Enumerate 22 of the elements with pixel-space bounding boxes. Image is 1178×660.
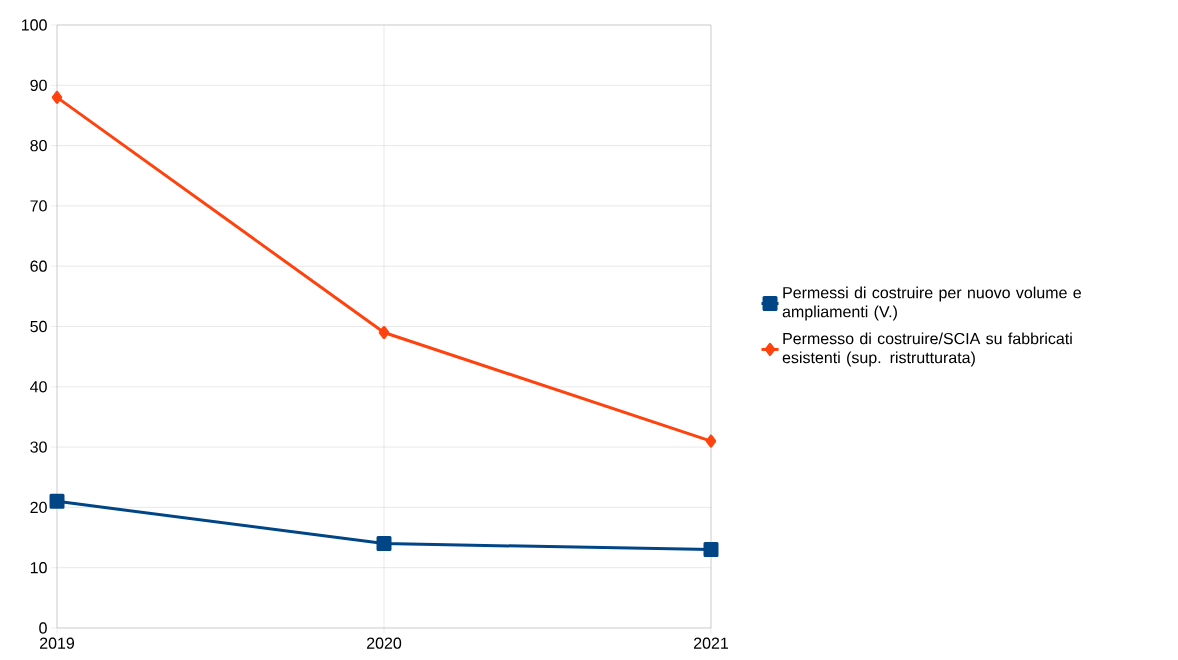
y-tick-label: 80	[30, 139, 47, 152]
point	[51, 90, 63, 104]
point	[49, 493, 65, 509]
y-tick-label: 30	[30, 441, 47, 453]
y-tick-label: 10	[30, 562, 47, 574]
point	[703, 542, 719, 558]
y-tick-label: 90	[30, 79, 47, 91]
legend-label: Permessi di costruire per nuovo volume e ampliamenti (V.)	[782, 286, 1081, 321]
legend-label: Permesso di costruire/SCIA su fabbricati esistenti (sup. ristrutturata)	[782, 332, 1072, 367]
y-tick-label: 50	[30, 320, 47, 333]
point	[376, 536, 392, 552]
x-tick-label: 2021	[694, 637, 728, 649]
y-tick-label: 40	[30, 381, 47, 393]
point	[705, 434, 717, 448]
y-tick-label: 0	[39, 622, 47, 634]
y-tick-label: 100	[22, 19, 47, 31]
point	[378, 326, 390, 340]
y-tick-label: 20	[30, 501, 47, 514]
y-tick-label: 70	[30, 200, 47, 212]
x-tick-label: 2020	[367, 637, 402, 649]
y-tick-label: 60	[30, 260, 47, 272]
x-tick-label: 2019	[40, 637, 75, 649]
